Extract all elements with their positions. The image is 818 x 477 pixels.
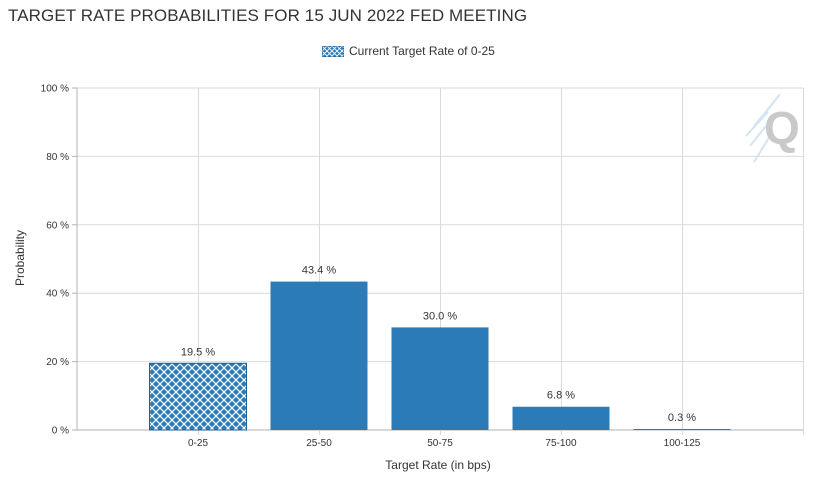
bar-0-25[interactable] <box>149 362 247 431</box>
data-label-100-125: 0.3 % <box>668 412 696 424</box>
svg-text:Q: Q <box>764 102 800 154</box>
data-label-25-50: 43.4 % <box>302 265 336 277</box>
y-tick-label: 20 % <box>46 357 69 368</box>
legend[interactable]: Current Target Rate of 0-25 <box>322 44 495 58</box>
legend-swatch-hatched <box>322 45 344 57</box>
y-tick-label: 60 % <box>46 220 69 231</box>
bar-50-75[interactable] <box>391 327 489 430</box>
chart-title: TARGET RATE PROBABILITIES FOR 15 JUN 202… <box>8 6 528 25</box>
y-tick-label: 0 % <box>52 426 69 437</box>
label-layer: 0 % 20 % 40 % 60 % 80 % 100 % 19.5 % 0-25 43.4 %… <box>41 84 701 450</box>
y-tick-label: 40 % <box>46 289 69 300</box>
x-tick-label-75-100: 75-100 <box>545 438 577 449</box>
x-tick-label-100-125: 100-125 <box>664 438 701 449</box>
bar-25-50[interactable] <box>270 281 368 430</box>
x-tick-label-25-50: 25-50 <box>306 438 332 449</box>
x-axis-label: Target Rate (in bps) <box>385 458 491 472</box>
x-tick-label-50-75: 50-75 <box>427 438 453 449</box>
x-tick-label-0-25: 0-25 <box>188 438 208 449</box>
legend-label: Current Target Rate of 0-25 <box>349 44 495 58</box>
bar-75-100[interactable] <box>512 406 610 430</box>
data-label-0-25: 19.5 % <box>181 346 215 358</box>
bar-layer <box>149 281 731 431</box>
y-tick-label: 80 % <box>46 152 69 163</box>
data-label-75-100: 6.8 % <box>547 390 575 402</box>
q-logo-icon: Q <box>745 93 800 163</box>
data-label-50-75: 30.0 % <box>423 310 457 322</box>
bar-100-125[interactable] <box>633 428 731 430</box>
y-tick-label: 100 % <box>41 84 69 95</box>
